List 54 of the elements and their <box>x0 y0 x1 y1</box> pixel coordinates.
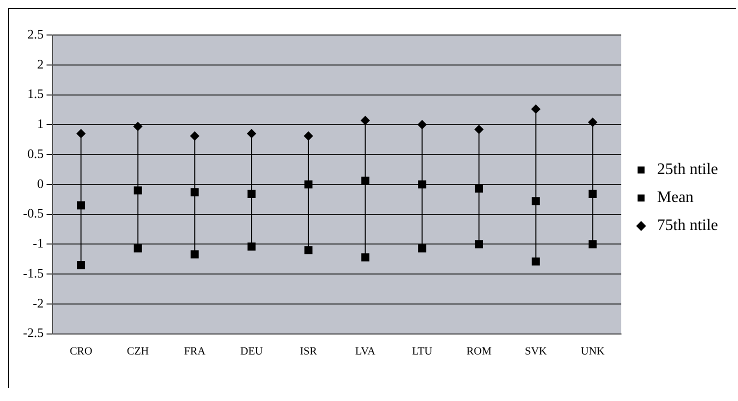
point <box>304 246 312 254</box>
point <box>588 118 598 127</box>
point <box>361 176 370 185</box>
y-tick-label: 0 <box>37 176 44 191</box>
point <box>76 261 86 270</box>
y-tick-label: 2.5 <box>27 26 44 42</box>
point <box>418 180 426 188</box>
point <box>474 240 484 248</box>
legend-label: Mean <box>657 189 694 206</box>
x-tick-label: FRA <box>184 345 206 358</box>
point <box>532 257 540 266</box>
x-tick-label: LVA <box>355 345 376 358</box>
x-tick-label: CRO <box>70 345 92 358</box>
point <box>190 250 199 258</box>
legend-label: 25th ntile <box>657 161 718 178</box>
point <box>134 186 142 194</box>
x-tick-label: LTU <box>412 345 432 358</box>
point <box>588 190 597 198</box>
point <box>190 131 200 140</box>
point <box>418 120 427 130</box>
y-tick-label: 2 <box>37 56 44 72</box>
point <box>474 124 484 134</box>
point <box>304 131 313 140</box>
point <box>588 240 597 248</box>
y-tick-label: -1 <box>32 236 44 251</box>
y-tick-label: -2 <box>32 295 44 310</box>
x-tick-label: SVK <box>524 345 547 358</box>
y-tick-label: -0.5 <box>22 206 44 221</box>
point <box>76 201 86 210</box>
point <box>418 244 426 252</box>
point <box>248 190 256 198</box>
point <box>360 116 370 125</box>
point <box>304 180 312 188</box>
x-tick-label: UNK <box>580 345 605 358</box>
point <box>248 242 256 251</box>
x-tick-label: CZH <box>126 345 149 358</box>
point <box>134 244 142 252</box>
y-tick-label: -1.5 <box>22 265 44 280</box>
point <box>133 122 142 131</box>
point <box>247 129 256 138</box>
point <box>474 184 484 193</box>
point <box>361 253 370 262</box>
x-tick-label: DEU <box>240 345 263 358</box>
legend-label: 75th ntile <box>657 217 718 234</box>
y-tick-label: 1.5 <box>27 86 44 102</box>
x-tick-label: ISR <box>300 345 318 358</box>
y-tick-label: 0.5 <box>27 146 44 161</box>
point <box>531 104 540 114</box>
point <box>190 188 199 196</box>
y-tick-label: -2.5 <box>22 325 44 340</box>
point <box>76 129 86 138</box>
point <box>532 197 540 206</box>
y-tick-label: 1 <box>37 116 44 132</box>
x-tick-label: ROM <box>466 345 492 358</box>
